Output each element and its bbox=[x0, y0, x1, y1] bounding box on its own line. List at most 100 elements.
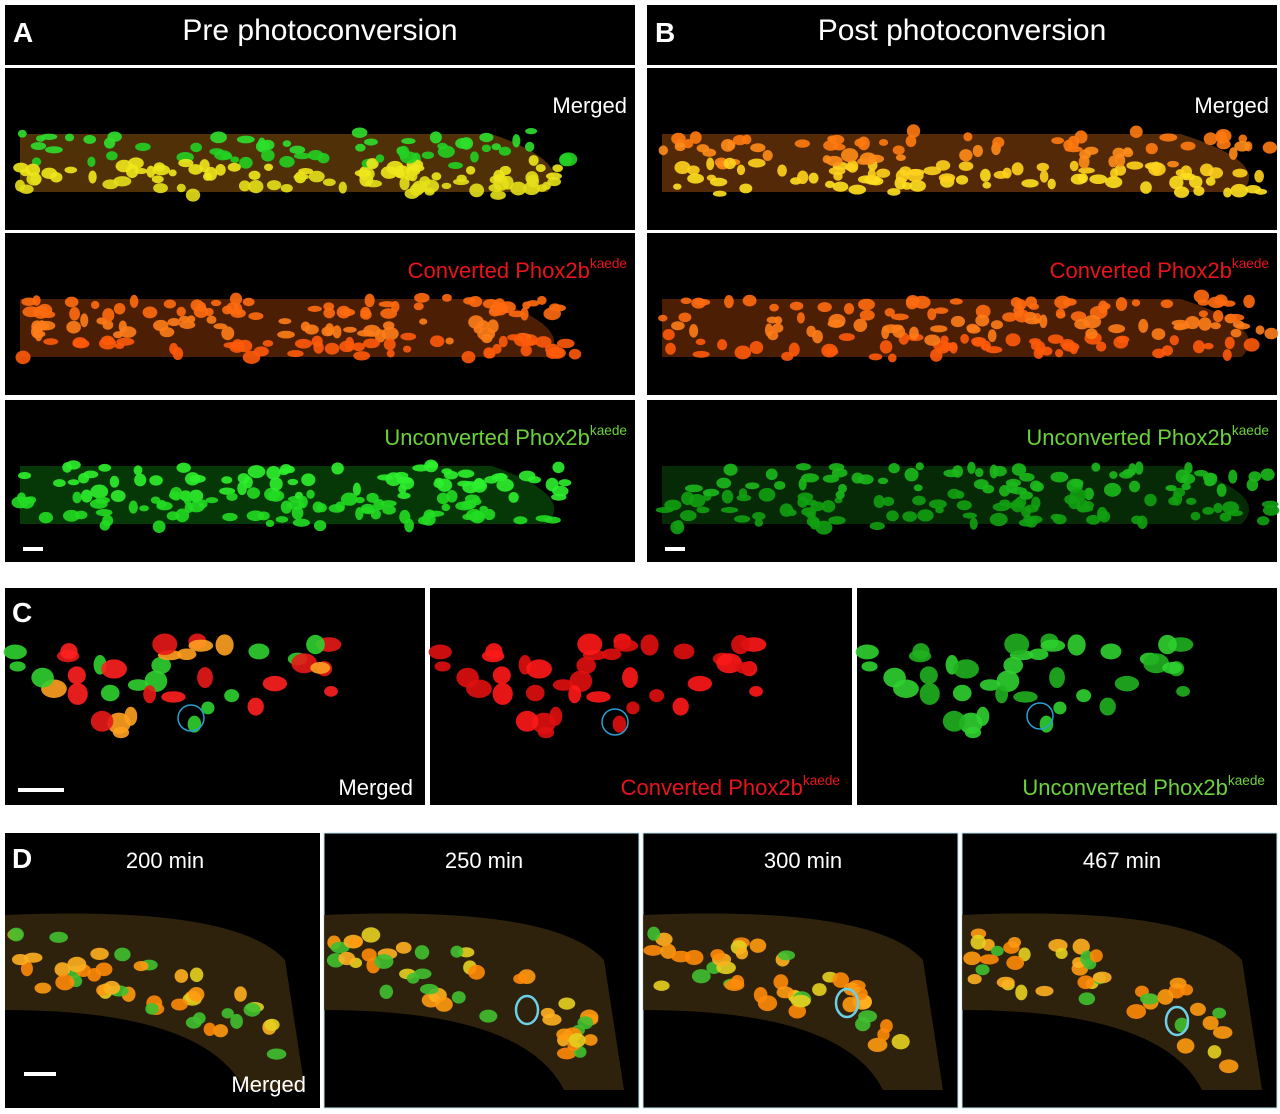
cell bbox=[1207, 1045, 1222, 1059]
cell bbox=[492, 666, 511, 685]
cell bbox=[446, 490, 458, 503]
cell bbox=[348, 936, 363, 948]
cell bbox=[1219, 1059, 1239, 1074]
cell bbox=[747, 158, 766, 168]
cell bbox=[176, 648, 197, 661]
cell bbox=[1185, 315, 1200, 330]
cell bbox=[917, 509, 934, 522]
cell bbox=[115, 159, 133, 173]
cell bbox=[975, 304, 991, 319]
cell bbox=[1243, 338, 1260, 352]
cell bbox=[696, 506, 710, 514]
cell bbox=[193, 305, 209, 318]
image-label: Merged bbox=[338, 775, 413, 800]
cell bbox=[363, 338, 380, 349]
cell bbox=[955, 490, 965, 499]
cell bbox=[691, 969, 711, 984]
cell bbox=[626, 701, 640, 715]
cell bbox=[1126, 1004, 1147, 1019]
cell bbox=[987, 329, 997, 343]
cell bbox=[1228, 469, 1238, 484]
cell bbox=[456, 174, 467, 183]
cell bbox=[1140, 181, 1152, 194]
cell bbox=[461, 351, 476, 364]
cell bbox=[1226, 313, 1245, 322]
cell bbox=[470, 151, 479, 163]
cell bbox=[128, 500, 138, 514]
cell bbox=[445, 337, 454, 345]
cell bbox=[124, 706, 138, 726]
cell bbox=[33, 306, 49, 319]
cell bbox=[673, 643, 695, 660]
cell bbox=[801, 507, 817, 517]
cell bbox=[360, 306, 371, 319]
cell bbox=[524, 141, 535, 152]
cell bbox=[674, 142, 686, 152]
cell bbox=[1064, 146, 1083, 153]
cell bbox=[435, 997, 453, 1012]
cell bbox=[112, 331, 123, 339]
cell bbox=[183, 491, 193, 506]
cell bbox=[861, 661, 878, 672]
cell bbox=[891, 313, 909, 321]
cell bbox=[1189, 1002, 1206, 1016]
cell bbox=[398, 145, 410, 159]
cell bbox=[407, 164, 425, 172]
cell bbox=[586, 691, 611, 703]
cell bbox=[332, 325, 342, 339]
cell bbox=[752, 512, 766, 521]
cell bbox=[419, 318, 428, 325]
cell bbox=[485, 643, 503, 660]
cell bbox=[441, 182, 452, 190]
cell bbox=[413, 302, 424, 311]
panel-title: Pre photoconversion bbox=[182, 14, 457, 47]
time-label: 250 min bbox=[445, 848, 523, 873]
cell bbox=[535, 515, 553, 522]
cell bbox=[1180, 141, 1196, 151]
cell bbox=[1028, 648, 1049, 661]
cell bbox=[735, 661, 756, 674]
cell bbox=[1165, 484, 1177, 492]
cell bbox=[100, 684, 120, 702]
cell bbox=[308, 170, 325, 183]
cell bbox=[537, 295, 547, 305]
label-text: Converted Phox2b bbox=[621, 775, 803, 800]
cell bbox=[1039, 715, 1054, 733]
cell bbox=[1198, 317, 1212, 331]
cell bbox=[990, 945, 1004, 957]
cell bbox=[1024, 317, 1041, 325]
cell bbox=[1207, 296, 1226, 309]
cell bbox=[942, 710, 966, 732]
cell bbox=[776, 986, 794, 999]
cell bbox=[496, 478, 514, 492]
cell bbox=[127, 679, 149, 691]
cell bbox=[30, 142, 47, 151]
cell bbox=[1203, 342, 1214, 350]
cell bbox=[647, 926, 661, 941]
cell bbox=[1083, 500, 1094, 511]
cell bbox=[269, 477, 283, 491]
cell bbox=[1019, 472, 1035, 482]
cell bbox=[867, 168, 876, 181]
cell bbox=[665, 342, 676, 355]
cell bbox=[833, 171, 843, 181]
cell bbox=[395, 941, 412, 954]
cell bbox=[498, 146, 512, 156]
cell bbox=[278, 318, 292, 325]
cell bbox=[797, 496, 808, 508]
cell bbox=[510, 181, 527, 196]
image-label: Converted Phox2bkaede bbox=[408, 256, 627, 283]
cell bbox=[45, 146, 63, 154]
cell bbox=[66, 320, 81, 334]
cell bbox=[956, 500, 972, 511]
cell bbox=[955, 175, 969, 185]
cell bbox=[498, 335, 508, 348]
cell bbox=[1175, 469, 1189, 484]
cell bbox=[277, 330, 295, 339]
cell bbox=[891, 1034, 910, 1050]
cell bbox=[684, 484, 703, 493]
cell bbox=[882, 496, 895, 507]
cell bbox=[231, 339, 244, 351]
cell bbox=[1112, 147, 1126, 159]
